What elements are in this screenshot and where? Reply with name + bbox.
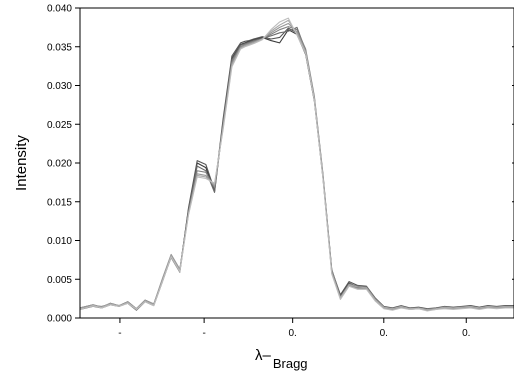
- y-tick-label: 0.035: [47, 42, 72, 53]
- x-tick-label: -: [202, 328, 205, 339]
- x-axis-label-main: λ–: [255, 347, 272, 364]
- plot-frame: [79, 7, 514, 319]
- x-tick-label: 0.: [462, 328, 470, 339]
- x-tick-label: -: [118, 328, 121, 339]
- y-axis-ticks: 0.000 0.005 0.010 0.015 0.020 0.025 0.030 0.035…: [47, 4, 80, 325]
- y-tick-label: 0.010: [47, 236, 72, 247]
- x-tick-label: 0.: [380, 328, 388, 339]
- series-lines: [79, 17, 514, 312]
- y-axis-label: Intensity: [13, 135, 30, 191]
- series-line-3: [79, 26, 514, 311]
- y-tick-label: 0.040: [47, 4, 72, 15]
- series-line-7: [79, 17, 514, 312]
- y-tick-label: 0.030: [47, 81, 72, 92]
- series-line-6: [79, 19, 514, 311]
- x-axis-label: λ– Bragg: [255, 347, 308, 371]
- y-tick-label: 0.025: [47, 120, 72, 131]
- series-line-1: [79, 29, 514, 311]
- series-line-2: [79, 27, 514, 310]
- series-line-5: [79, 22, 514, 311]
- y-tick-label: 0.020: [47, 159, 72, 170]
- x-axis-label-subscript: Bragg: [273, 356, 308, 371]
- y-tick-label: 0.015: [47, 197, 72, 208]
- series-line-4: [79, 26, 514, 311]
- y-tick-label: 0.005: [47, 275, 72, 286]
- x-tick-label: 0.: [288, 328, 296, 339]
- y-tick-label: 0.000: [47, 314, 72, 325]
- x-axis-ticks: - - 0. 0. 0.: [118, 318, 470, 339]
